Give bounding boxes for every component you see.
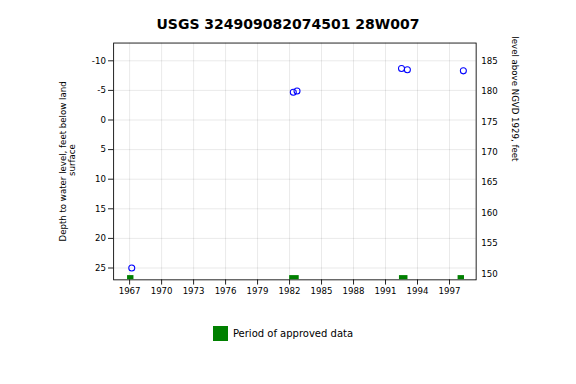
svg-text:175: 175 [481, 117, 497, 127]
svg-text:5: 5 [100, 144, 105, 154]
svg-text:0: 0 [100, 115, 105, 125]
svg-text:1973: 1973 [183, 286, 205, 296]
svg-text:-5: -5 [97, 85, 106, 95]
svg-text:1967: 1967 [119, 286, 141, 296]
svg-text:170: 170 [481, 147, 497, 157]
svg-text:1994: 1994 [407, 286, 429, 296]
html-text:USGS 324909082074501 28W007: USGS 324909082074501 28W007 [156, 16, 420, 32]
svg-text:20: 20 [95, 233, 106, 243]
svg-text:Depth to water level, feet bel: Depth to water level, feet below land su… [58, 81, 77, 241]
svg-text:15: 15 [95, 204, 106, 214]
svg-text:1985: 1985 [311, 286, 333, 296]
svg-text:10: 10 [95, 174, 106, 184]
svg-text:1997: 1997 [439, 286, 461, 296]
svg-text:1982: 1982 [279, 286, 301, 296]
svg-text:1976: 1976 [215, 286, 237, 296]
html-text:Period of approved data: Period of approved data [232, 327, 354, 339]
svg-text:185: 185 [481, 56, 497, 66]
svg-text:180: 180 [481, 86, 497, 96]
svg-text:160: 160 [481, 208, 497, 218]
svg-text:1979: 1979 [247, 286, 269, 296]
svg-text:-10: -10 [92, 56, 106, 66]
svg-text:150: 150 [481, 269, 497, 279]
svg-text:25: 25 [95, 263, 106, 273]
svg-text:1970: 1970 [151, 286, 173, 296]
svg-text:1988: 1988 [343, 286, 365, 296]
svg-text:1991: 1991 [375, 286, 397, 296]
svg-text:155: 155 [481, 238, 497, 248]
svg-text:165: 165 [481, 177, 497, 187]
svg-text:Groundwater level above NGVD 1: Groundwater level above NGVD 1929, feet [510, 34, 520, 162]
